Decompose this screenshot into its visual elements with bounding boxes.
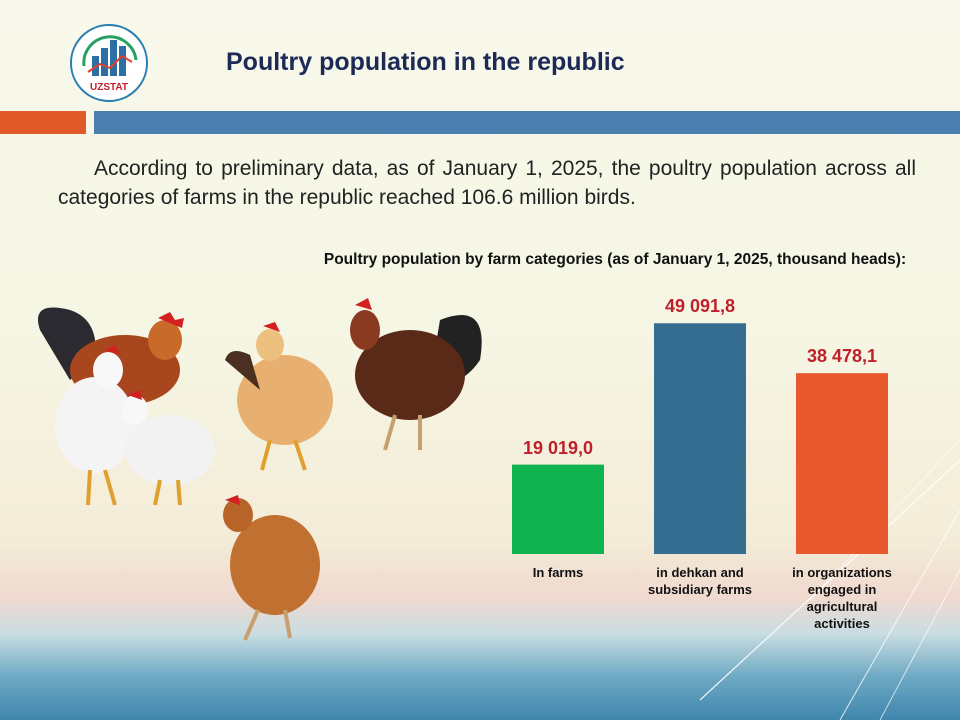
- white-hen-icon: [55, 345, 135, 506]
- category-label-0: In farms: [532, 565, 584, 580]
- category-label-2: in organizations engaged in agricultural…: [792, 565, 892, 631]
- header-stripe-blue: [94, 111, 960, 134]
- logo-text: UZSTAT: [90, 82, 128, 93]
- bar-1: [654, 323, 746, 554]
- value-label-2: 38 478,1: [806, 346, 878, 367]
- buff-hen-icon: [225, 322, 333, 471]
- chickens-illustration: [38, 298, 482, 641]
- category-label-1: in dehkan and subsidiary farms: [647, 565, 753, 597]
- brown-hen-icon: [223, 495, 320, 641]
- bar-2: [796, 373, 888, 554]
- header-stripe-orange: [0, 111, 86, 134]
- value-label-0: 19 019,0: [522, 437, 594, 458]
- white-hen-icon: [122, 390, 215, 506]
- page-title: Poultry population in the republic: [226, 48, 625, 76]
- chart-title: Poultry population by farm categories (a…: [323, 251, 907, 268]
- intro-paragraph: According to preliminary data, as of Jan…: [58, 157, 916, 209]
- dark-rooster-icon: [350, 298, 482, 451]
- value-label-1: 49 091,8: [664, 296, 736, 317]
- bar-0: [512, 464, 604, 554]
- uzstat-logo: UZSTAT: [70, 24, 148, 102]
